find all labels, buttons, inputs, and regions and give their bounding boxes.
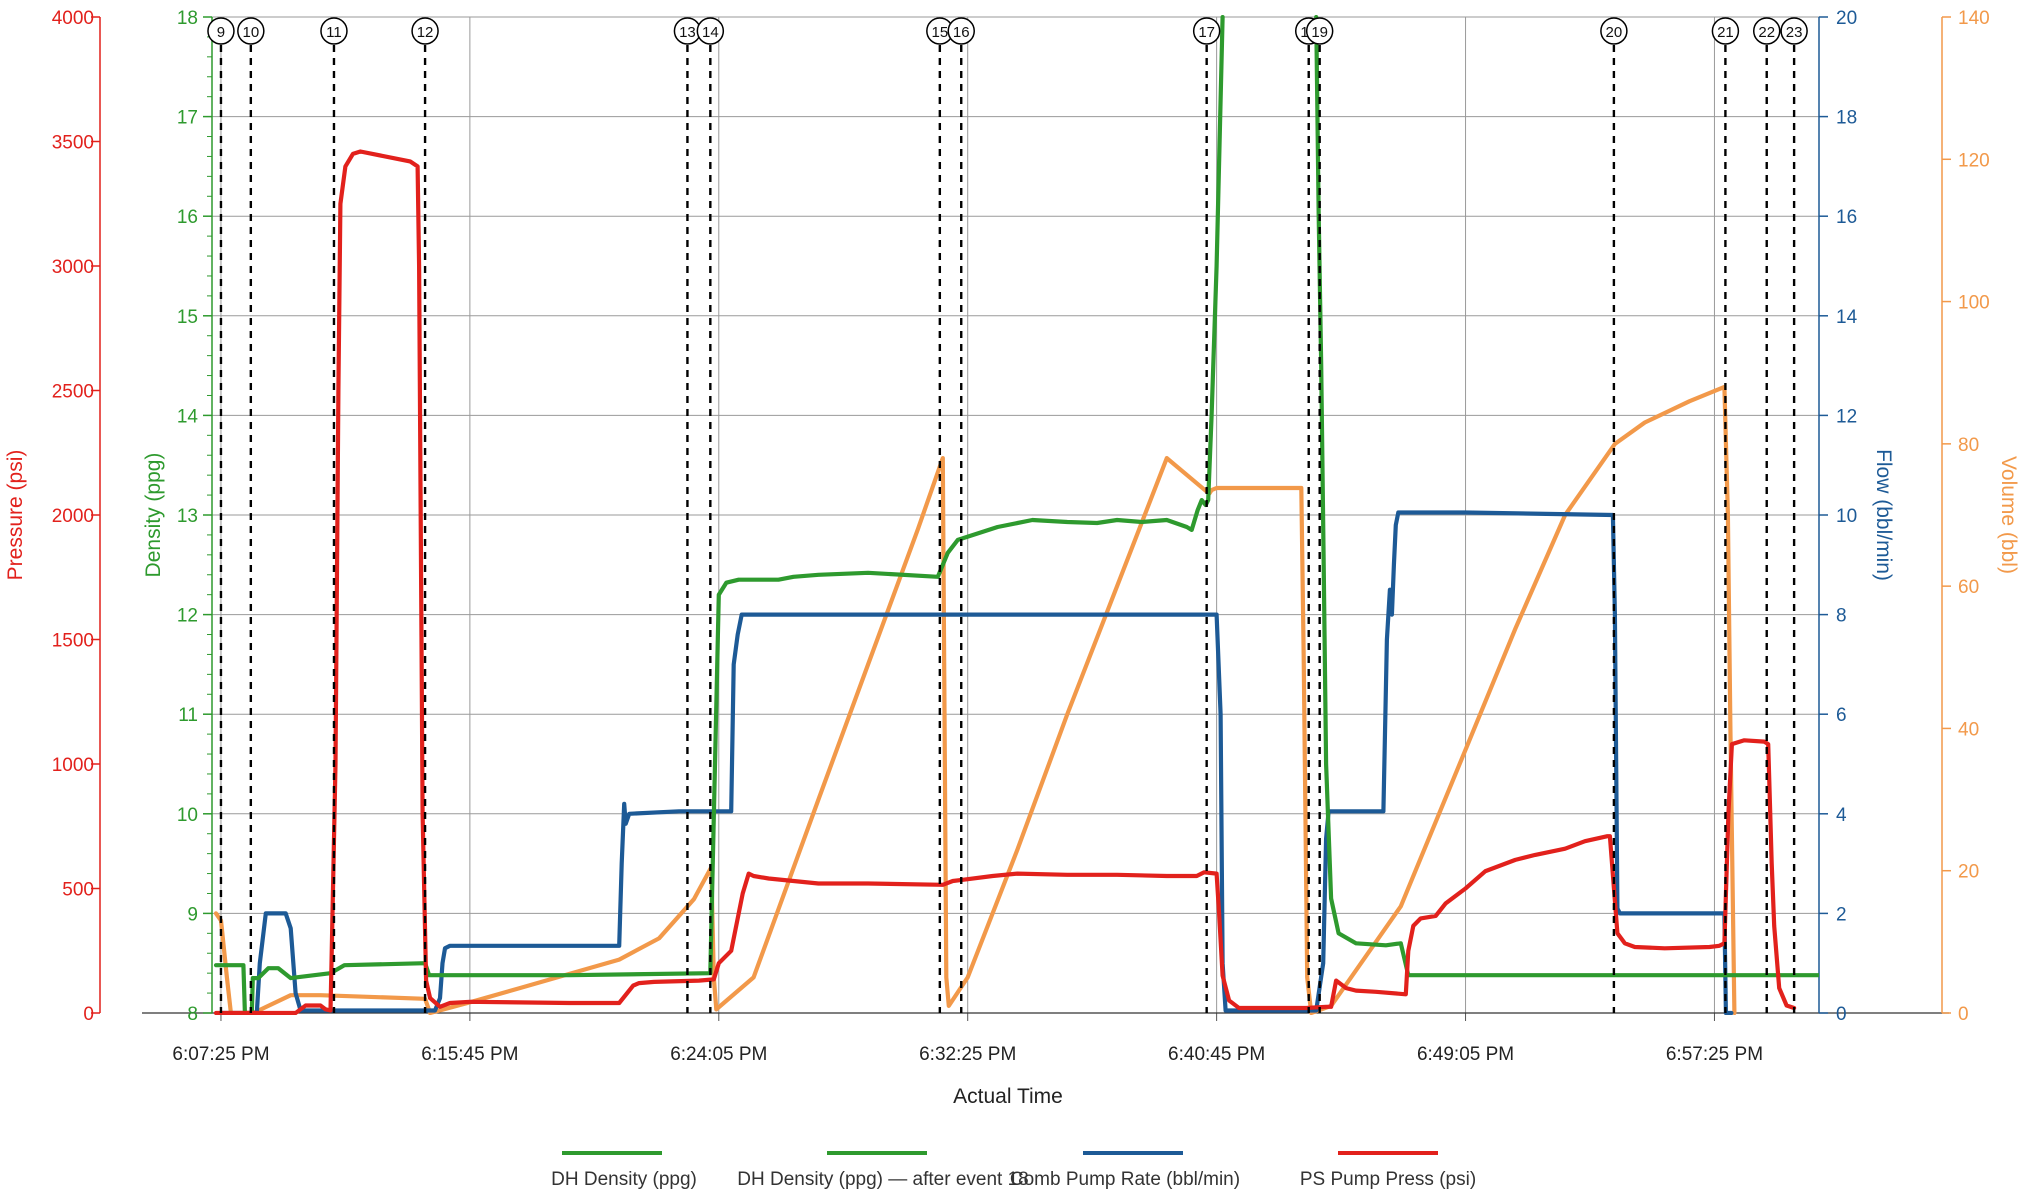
series-lines bbox=[213, 15, 1819, 1015]
density-tick-label: 8 bbox=[187, 1004, 198, 1025]
pressure-tick-label: 2000 bbox=[52, 506, 94, 527]
event-marker-label: 15 bbox=[931, 24, 948, 41]
pressure-tick-label: 2500 bbox=[52, 382, 94, 403]
volume-tick-label: 0 bbox=[1958, 1004, 1969, 1025]
volume-axis-title: Volume (bbl) bbox=[1997, 456, 2020, 574]
density-axis-title: Density (ppg) bbox=[142, 453, 165, 578]
flow-tick-label: 20 bbox=[1836, 8, 1857, 29]
event-marker-label: 22 bbox=[1758, 24, 1775, 41]
density-tick-label: 9 bbox=[187, 904, 198, 925]
x-tick-label: 6:24:05 PM bbox=[670, 1044, 767, 1065]
density-tick-label: 12 bbox=[177, 606, 198, 627]
density-tick-label: 14 bbox=[177, 406, 199, 427]
pressure-tick-label: 3500 bbox=[52, 133, 94, 154]
x-tick-label: 6:57:25 PM bbox=[1666, 1044, 1763, 1065]
event-marker-label: 17 bbox=[1198, 24, 1215, 41]
legend-label: DH Density (ppg) — after event 18 bbox=[737, 1169, 1028, 1190]
event-marker-circle bbox=[947, 17, 975, 45]
event-marker-circle bbox=[411, 17, 439, 45]
pressure-tick-label: 500 bbox=[62, 880, 94, 901]
density-tick-label: 17 bbox=[177, 108, 198, 129]
event-marker-label: 9 bbox=[217, 24, 225, 41]
flow-tick-label: 2 bbox=[1836, 904, 1847, 925]
legend: DH Density (ppg) DH Density (ppg) — after… bbox=[551, 1151, 1476, 1190]
flow-tick-label: 6 bbox=[1836, 705, 1847, 726]
event-marker-label: 10 bbox=[242, 24, 259, 41]
pressure-tick-label: 0 bbox=[83, 1004, 94, 1025]
event-marker-label: 11 bbox=[326, 24, 342, 41]
x-tick-label: 6:32:25 PM bbox=[919, 1044, 1016, 1065]
density-tick-label: 13 bbox=[177, 506, 198, 527]
volume-tick-label: 40 bbox=[1958, 719, 1979, 740]
event-marker-circle bbox=[696, 17, 725, 45]
event-marker-label: 13 bbox=[679, 24, 696, 41]
pressure-tick-label: 1000 bbox=[52, 755, 94, 776]
flow-tick-label: 10 bbox=[1836, 506, 1857, 527]
flow-tick-label: 12 bbox=[1836, 406, 1857, 427]
volume-tick-label: 60 bbox=[1958, 577, 1979, 598]
flow-axis-title: Flow (bbl/min) bbox=[1872, 449, 1895, 581]
density-tick-label: 16 bbox=[177, 207, 198, 228]
event-marker-label: 16 bbox=[953, 24, 970, 41]
x-axis-title: Actual Time bbox=[953, 1085, 1063, 1108]
volume-tick-label: 140 bbox=[1958, 8, 1990, 29]
event-marker-label: 21 bbox=[1717, 24, 1734, 41]
event-marker-circle bbox=[1780, 17, 1808, 45]
x-tick-label: 6:49:05 PM bbox=[1417, 1044, 1514, 1065]
series-line-2 bbox=[218, 510, 1734, 1015]
flow-tick-label: 18 bbox=[1836, 108, 1857, 129]
event-markers: 91011121314151617181920212223 bbox=[207, 17, 1808, 1013]
series-line-0 bbox=[213, 15, 1225, 1015]
series-line-3 bbox=[213, 149, 1797, 1015]
event-marker-circle bbox=[1752, 17, 1781, 45]
density-tick-label: 18 bbox=[177, 8, 198, 29]
event-marker-circle bbox=[1711, 17, 1740, 45]
x-tick-label: 6:15:45 PM bbox=[421, 1044, 518, 1065]
event-marker-circle bbox=[1305, 17, 1334, 45]
flow-tick-label: 4 bbox=[1836, 805, 1847, 826]
volume-tick-label: 80 bbox=[1958, 435, 1979, 456]
axes: 6:07:25 PM 6:15:45 PM 6:24:05 PM 6:32:25 PM… bbox=[4, 8, 2020, 1065]
x-tick-label: 6:40:45 PM bbox=[1168, 1044, 1265, 1065]
density-tick-label: 10 bbox=[177, 805, 198, 826]
event-marker-label: 12 bbox=[417, 24, 434, 41]
volume-tick-label: 20 bbox=[1958, 862, 1979, 883]
event-marker-label: 14 bbox=[702, 24, 719, 41]
event-marker-circle bbox=[1600, 17, 1628, 45]
event-marker-circle bbox=[320, 17, 348, 45]
pressure-tick-label: 1500 bbox=[52, 631, 94, 652]
volume-tick-label: 100 bbox=[1958, 293, 1990, 314]
density-tick-label: 15 bbox=[177, 307, 198, 328]
flow-tick-label: 16 bbox=[1836, 207, 1857, 228]
pressure-tick-label: 3000 bbox=[52, 257, 94, 278]
event-marker-label: 20 bbox=[1606, 24, 1623, 41]
x-tick-label: 6:07:25 PM bbox=[172, 1044, 269, 1065]
event-marker-circle bbox=[237, 17, 265, 45]
flow-tick-label: 8 bbox=[1836, 606, 1847, 627]
legend-label: DH Density (ppg) bbox=[551, 1169, 697, 1190]
pressure-tick-label: 4000 bbox=[52, 8, 94, 29]
legend-label: PS Pump Press (psi) bbox=[1300, 1169, 1476, 1190]
flow-tick-label: 14 bbox=[1836, 307, 1858, 328]
volume-tick-label: 120 bbox=[1958, 150, 1990, 171]
legend-label: Comb Pump Rate (bbl/min) bbox=[1010, 1169, 1240, 1190]
event-marker-circle bbox=[1192, 17, 1221, 45]
event-marker-circle bbox=[207, 17, 235, 45]
density-tick-label: 11 bbox=[178, 705, 198, 726]
event-marker-label: 19 bbox=[1311, 24, 1328, 41]
flow-tick-label: 0 bbox=[1836, 1004, 1847, 1025]
pressure-axis-title: Pressure (psi) bbox=[4, 450, 27, 581]
event-marker-label: 23 bbox=[1786, 24, 1803, 41]
